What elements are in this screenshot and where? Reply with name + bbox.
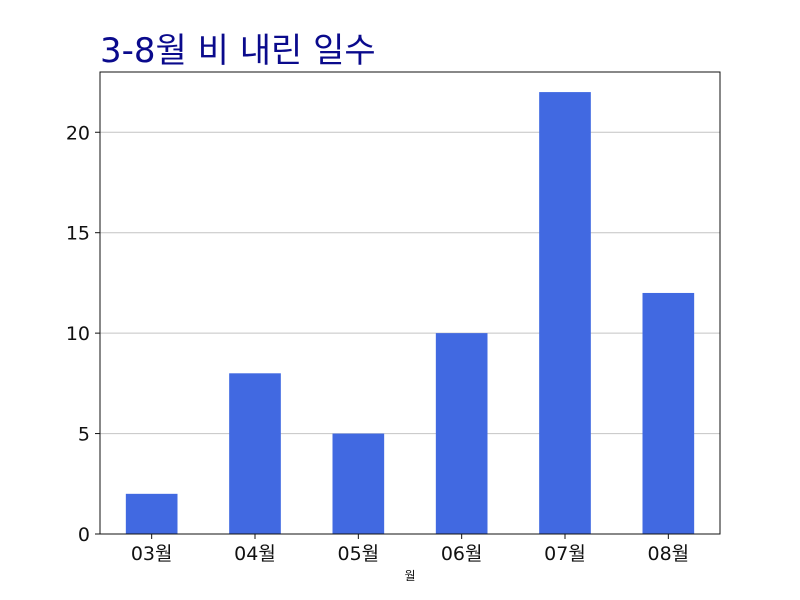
bar-5 [539, 92, 591, 534]
x-tick-label-4: 06월 [441, 543, 483, 565]
y-axis-ticks: 0 5 10 15 20 [66, 122, 100, 546]
x-axis-ticks: 03월 04월 05월 06월 07월 08월 [131, 534, 689, 565]
plot-frame [99, 71, 721, 535]
x-tick-label-5: 07월 [544, 543, 586, 565]
y-tick-label-15: 15 [66, 223, 90, 245]
x-tick-label-3: 05월 [337, 543, 379, 565]
bar-3 [332, 433, 385, 534]
x-tick-label-1: 03월 [131, 543, 173, 565]
bar-1 [125, 493, 178, 534]
y-tick-label-10: 10 [66, 323, 90, 345]
x-tick-label-2: 04월 [234, 543, 276, 565]
chart-title: 3-8월 비 내린 일수 [100, 31, 376, 71]
bar-2 [229, 373, 281, 534]
y-tick-label-20: 20 [66, 122, 90, 144]
bars [125, 92, 695, 534]
y-tick-label-0: 0 [78, 524, 90, 546]
bar-4 [435, 333, 488, 534]
x-axis-label: 월 [404, 569, 415, 583]
x-tick-label-6: 08월 [647, 543, 689, 565]
gridlines [100, 131, 720, 435]
bar-6 [642, 292, 695, 534]
y-tick-label-5: 5 [78, 424, 90, 446]
